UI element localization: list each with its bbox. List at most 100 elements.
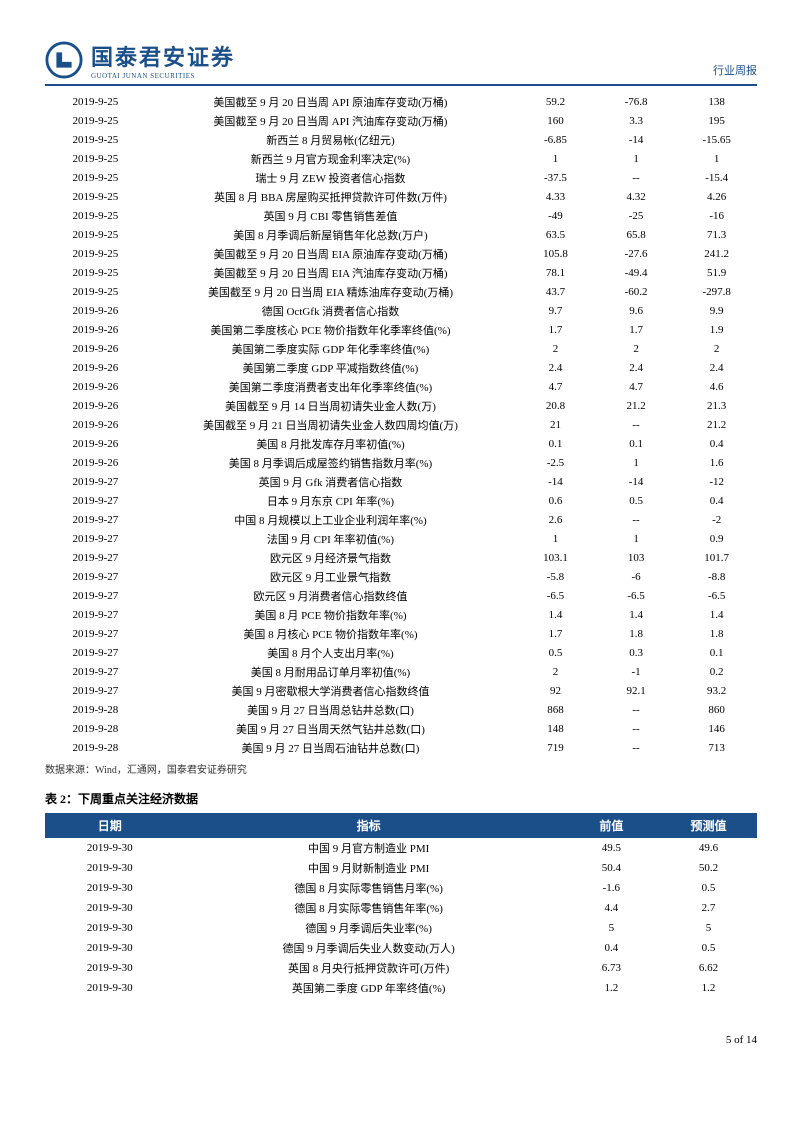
table-cell: 1.9 — [676, 320, 757, 339]
table-cell: 1.4 — [596, 605, 677, 624]
table-cell: 2019-9-26 — [45, 358, 146, 377]
table-cell: 2019-9-30 — [45, 878, 174, 898]
table-cell: 1.4 — [676, 605, 757, 624]
table-cell: 0.9 — [676, 529, 757, 548]
table-cell: 2019-9-28 — [45, 738, 146, 757]
table-cell: 1.7 — [596, 320, 677, 339]
table-cell: 4.32 — [596, 187, 677, 206]
table-cell: 2019-9-25 — [45, 263, 146, 282]
table-cell: 713 — [676, 738, 757, 757]
table-cell: 美国截至 9 月 14 日当周初请失业金人数(万) — [146, 396, 515, 415]
logo-text-cn: 国泰君安证券 — [91, 40, 235, 72]
table-row: 2019-9-30英国 8 月央行抵押贷款许可(万件)6.736.62 — [45, 958, 757, 978]
table-cell: 美国 8 月 PCE 物价指数年率(%) — [146, 605, 515, 624]
table-cell: 2019-9-27 — [45, 643, 146, 662]
table-cell: 欧元区 9 月工业景气指数 — [146, 567, 515, 586]
table-cell: 2019-9-25 — [45, 206, 146, 225]
table-cell: 719 — [515, 738, 596, 757]
table-cell: 2019-9-26 — [45, 434, 146, 453]
table-cell: 中国 8 月规模以上工业企业利润年率(%) — [146, 510, 515, 529]
table-cell: 2.4 — [596, 358, 677, 377]
table-cell: 美国截至 9 月 20 日当周 API 汽油库存变动(万桶) — [146, 111, 515, 130]
table-cell: 欧元区 9 月消费者信心指数终值 — [146, 586, 515, 605]
table-cell: 0.2 — [676, 662, 757, 681]
table-cell: 4.4 — [563, 898, 660, 918]
table-cell: 日本 9 月东京 CPI 年率(%) — [146, 491, 515, 510]
table-cell: 美国截至 9 月 20 日当周 EIA 汽油库存变动(万桶) — [146, 263, 515, 282]
table-cell: 50.4 — [563, 858, 660, 878]
table-cell: 9.9 — [676, 301, 757, 320]
table-cell: -- — [596, 738, 677, 757]
table-row: 2019-9-28美国 9 月 27 日当周石油钻井总数(口)719--713 — [45, 738, 757, 757]
table-cell: 868 — [515, 700, 596, 719]
table-cell: 2019-9-30 — [45, 858, 174, 878]
table-cell: 2019-9-27 — [45, 662, 146, 681]
table-cell: -6.5 — [596, 586, 677, 605]
table-cell: 0.5 — [515, 643, 596, 662]
table-cell: 0.4 — [676, 434, 757, 453]
table-cell: 2019-9-27 — [45, 472, 146, 491]
table-row: 2019-9-26美国第二季度消费者支出年化季率终值(%)4.74.74.6 — [45, 377, 757, 396]
table-row: 2019-9-30英国第二季度 GDP 年率终值(%)1.21.2 — [45, 978, 757, 998]
table-cell: 2019-9-26 — [45, 339, 146, 358]
table-cell: 美国截至 9 月 21 日当周初请失业金人数四周均值(万) — [146, 415, 515, 434]
table-cell: 4.6 — [676, 377, 757, 396]
table-cell: 2019-9-28 — [45, 719, 146, 738]
table-cell: -297.8 — [676, 282, 757, 301]
table-row: 2019-9-27欧元区 9 月经济景气指数103.1103101.7 — [45, 548, 757, 567]
table-cell: 欧元区 9 月经济景气指数 — [146, 548, 515, 567]
table-cell: 1.2 — [660, 978, 757, 998]
table-cell: 中国 9 月官方制造业 PMI — [174, 838, 562, 858]
table-row: 2019-9-27中国 8 月规模以上工业企业利润年率(%)2.6---2 — [45, 510, 757, 529]
table-cell: 5 — [563, 918, 660, 938]
table-cell: 2 — [515, 339, 596, 358]
table-cell: 英国 8 月 BBA 房屋购买抵押贷款许可件数(万件) — [146, 187, 515, 206]
table-row: 2019-9-25美国 8 月季调后新屋销售年化总数(万户)63.565.871… — [45, 225, 757, 244]
table-row: 2019-9-30德国 8 月实际零售销售年率(%)4.42.7 — [45, 898, 757, 918]
table-row: 2019-9-26德国 OctGfk 消费者信心指数9.79.69.9 — [45, 301, 757, 320]
table-row: 2019-9-30中国 9 月官方制造业 PMI49.549.6 — [45, 838, 757, 858]
table-row: 2019-9-25美国截至 9 月 20 日当周 EIA 汽油库存变动(万桶)7… — [45, 263, 757, 282]
table-cell: 138 — [676, 92, 757, 111]
table-cell: 0.6 — [515, 491, 596, 510]
table-cell: 21.2 — [596, 396, 677, 415]
table-cell: 2.7 — [660, 898, 757, 918]
table-cell: 1.2 — [563, 978, 660, 998]
table-cell: -14 — [596, 130, 677, 149]
table-cell: 1.6 — [676, 453, 757, 472]
table-cell: 103.1 — [515, 548, 596, 567]
table-cell: 2019-9-26 — [45, 396, 146, 415]
table-cell: 美国 9 月 27 日当周石油钻井总数(口) — [146, 738, 515, 757]
table-cell: 2019-9-25 — [45, 187, 146, 206]
table-cell: -5.8 — [515, 567, 596, 586]
table-cell: -37.5 — [515, 168, 596, 187]
table-header: 预测值 — [660, 813, 757, 838]
table-row: 2019-9-25美国截至 9 月 20 日当周 API 汽油库存变动(万桶)1… — [45, 111, 757, 130]
table-cell: 美国第二季度 GDP 平减指数终值(%) — [146, 358, 515, 377]
table-cell: -- — [596, 719, 677, 738]
table-row: 2019-9-27日本 9 月东京 CPI 年率(%)0.60.50.4 — [45, 491, 757, 510]
table-cell: 20.8 — [515, 396, 596, 415]
table-cell: 美国第二季度实际 GDP 年化季率终值(%) — [146, 339, 515, 358]
table-cell: 2019-9-25 — [45, 130, 146, 149]
table-cell: -6 — [596, 567, 677, 586]
table-row: 2019-9-27欧元区 9 月工业景气指数-5.8-6-8.8 — [45, 567, 757, 586]
table-cell: 1.8 — [676, 624, 757, 643]
table-row: 2019-9-27美国 8 月核心 PCE 物价指数年率(%)1.71.81.8 — [45, 624, 757, 643]
table-cell: 51.9 — [676, 263, 757, 282]
table-cell: -15.4 — [676, 168, 757, 187]
table-row: 2019-9-25瑞士 9 月 ZEW 投资者信心指数-37.5---15.4 — [45, 168, 757, 187]
table-row: 2019-9-27美国 8 月个人支出月率(%)0.50.30.1 — [45, 643, 757, 662]
page-header: 国泰君安证券 GUOTAI JUNAN SECURITIES 行业周报 — [45, 40, 757, 86]
table-cell: 0.5 — [660, 878, 757, 898]
table-cell: -- — [596, 168, 677, 187]
table-cell: 美国第二季度消费者支出年化季率终值(%) — [146, 377, 515, 396]
table-cell: -6.5 — [676, 586, 757, 605]
table-cell: 瑞士 9 月 ZEW 投资者信心指数 — [146, 168, 515, 187]
table-cell: 2019-9-27 — [45, 510, 146, 529]
table-cell: 2019-9-25 — [45, 92, 146, 111]
table-cell: 2019-9-25 — [45, 149, 146, 168]
table-cell: -8.8 — [676, 567, 757, 586]
table-cell: 美国 8 月耐用品订单月率初值(%) — [146, 662, 515, 681]
table-cell: 21.3 — [676, 396, 757, 415]
